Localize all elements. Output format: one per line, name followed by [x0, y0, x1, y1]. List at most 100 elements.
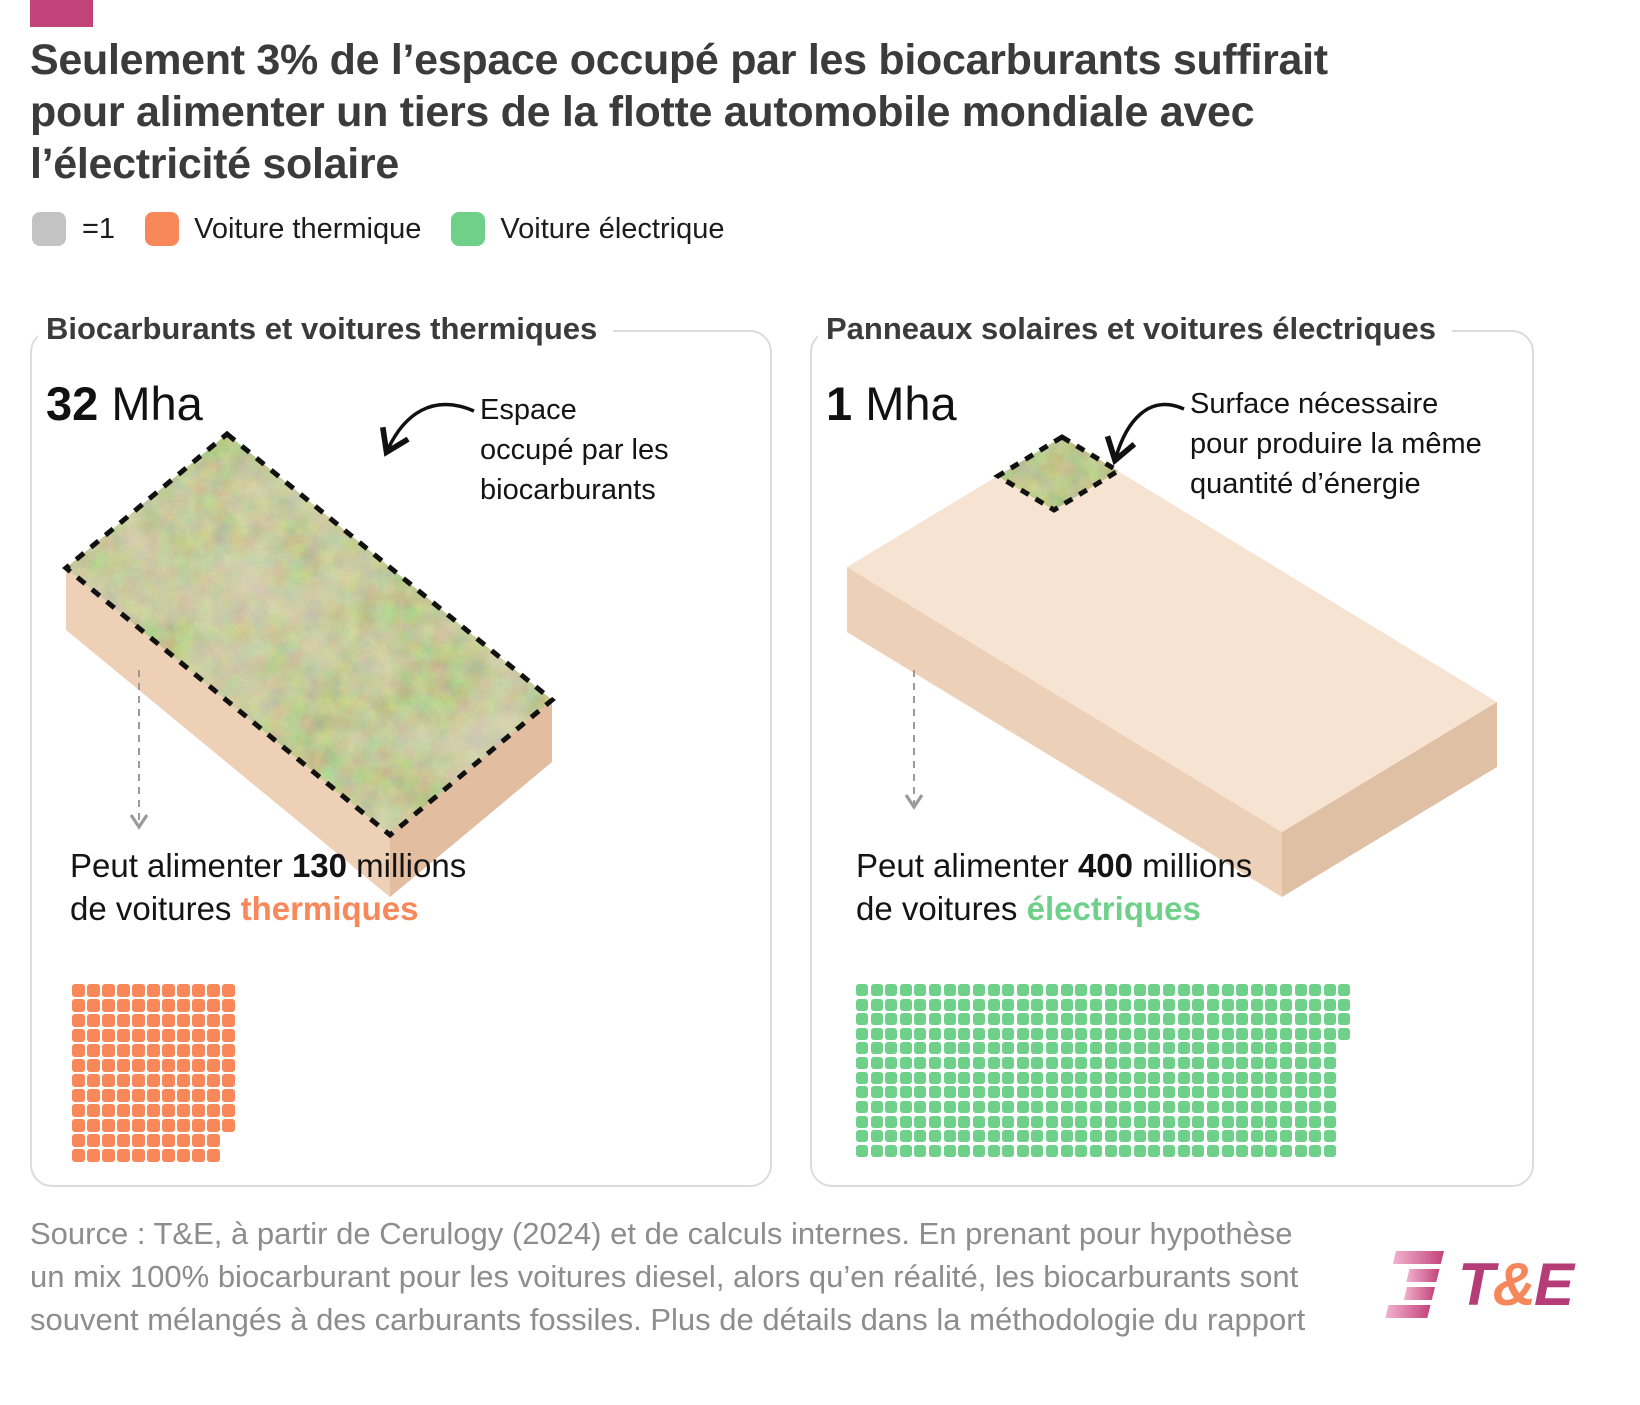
waffle-cell	[1060, 1100, 1073, 1113]
waffle-cell	[1294, 1115, 1307, 1128]
panel-solaire-annotation: Surface nécessaire pour produire la même…	[1190, 384, 1490, 504]
waffle-cell	[147, 1089, 160, 1102]
waffle-cell	[1338, 998, 1351, 1011]
waffle-cell	[870, 1115, 883, 1128]
waffle-cell	[929, 1086, 942, 1099]
waffle-cell	[1089, 1027, 1102, 1040]
waffle-cell	[1177, 1057, 1190, 1070]
waffle-cell	[870, 1013, 883, 1026]
waffle-cell	[147, 984, 160, 997]
legend-thermique-swatch	[145, 212, 180, 246]
waffle-cell	[117, 1014, 130, 1027]
waffle-cell	[132, 1074, 145, 1087]
waffle-cell	[222, 1029, 235, 1042]
caption-value: 400	[1077, 847, 1134, 884]
waffle-cell	[1206, 1100, 1219, 1113]
waffle-cell	[1163, 1042, 1176, 1055]
waffle-cell	[1236, 1042, 1249, 1055]
panel-biocarburants-caption: Peut alimenter 130 millions de voitures …	[70, 844, 466, 930]
legend-electrique-swatch	[451, 212, 486, 246]
waffle-cell	[87, 1074, 100, 1087]
waffle-cell	[1031, 1086, 1044, 1099]
waffle-cell	[1002, 1071, 1015, 1084]
waffle-cell	[1163, 1057, 1176, 1070]
waffle-cell	[1060, 1071, 1073, 1084]
waffle-cell	[1192, 1057, 1205, 1070]
waffle-cell	[1031, 1144, 1044, 1157]
waffle-cell	[914, 1071, 927, 1084]
waffle-cell	[1133, 984, 1146, 996]
waffle-cell	[1075, 1027, 1088, 1040]
waffle-cell	[1119, 984, 1132, 996]
waffle-cell	[972, 1042, 985, 1055]
waffle-cell	[1265, 998, 1278, 1011]
waffle-cell	[943, 998, 956, 1011]
panel-solaire-caption: Peut alimenter 400 millions de voitures …	[856, 844, 1252, 930]
waffle-cell	[1177, 998, 1190, 1011]
waffle-cell	[177, 1059, 190, 1072]
waffle-cell	[987, 1115, 1000, 1128]
waffle-cell	[1148, 1100, 1161, 1113]
waffle-cell	[929, 1027, 942, 1040]
waffle-cell	[192, 984, 205, 997]
waffle-cell	[1323, 1013, 1336, 1026]
waffle-cell	[870, 1144, 883, 1157]
waffle-cell	[177, 1089, 190, 1102]
waffle-cell	[958, 1071, 971, 1084]
waffle-cell	[87, 1014, 100, 1027]
waffle-cell	[192, 1059, 205, 1072]
waffle-cell	[1075, 1042, 1088, 1055]
waffle-cell	[87, 1149, 100, 1162]
waffle-cell	[1177, 1144, 1190, 1157]
waffle-cell	[1119, 1071, 1132, 1084]
waffle-cell	[1309, 1013, 1322, 1026]
waffle-cell	[207, 1044, 220, 1057]
waffle-cell	[1279, 1071, 1292, 1084]
waffle-cell	[1002, 1100, 1015, 1113]
waffle-cell	[1031, 998, 1044, 1011]
waffle-cell	[1221, 1013, 1234, 1026]
waffle-cell	[1031, 1042, 1044, 1055]
waffle-cell	[1265, 984, 1278, 996]
waffle-cell	[885, 984, 898, 996]
waffle-cell	[1279, 1130, 1292, 1143]
waffle-cell	[147, 1074, 160, 1087]
waffle-cell	[972, 1144, 985, 1157]
waffle-cell	[1133, 1013, 1146, 1026]
waffle-cell	[1177, 1086, 1190, 1099]
caption-line2-prefix: de voitures	[856, 890, 1027, 927]
waffle-cell	[1221, 984, 1234, 996]
waffle-cell	[1279, 984, 1292, 996]
waffle-cell	[192, 1149, 205, 1162]
waffle-cell	[207, 1104, 220, 1117]
waffle-cell	[192, 1134, 205, 1147]
waffle-cell	[958, 1130, 971, 1143]
waffle-cell	[885, 1100, 898, 1113]
waffle-cell	[1119, 1130, 1132, 1143]
waffle-cell	[1192, 1100, 1205, 1113]
waffle-cell	[1221, 1086, 1234, 1099]
waffle-cell	[899, 998, 912, 1011]
waffle-cell	[1265, 1086, 1278, 1099]
waffle-cell	[102, 1044, 115, 1057]
waffle-cell	[987, 998, 1000, 1011]
waffle-cell	[929, 1115, 942, 1128]
waffle-cell	[1309, 1071, 1322, 1084]
waffle-cell	[87, 1044, 100, 1057]
waffle-cell	[72, 1119, 85, 1132]
page-title: Seulement 3% de l’espace occupé par les …	[30, 34, 1590, 190]
waffle-cell	[1075, 1144, 1088, 1157]
waffle-cell	[972, 1115, 985, 1128]
waffle-cell	[1265, 1071, 1278, 1084]
waffle-cell	[1250, 1057, 1263, 1070]
waffle-cell	[1148, 1027, 1161, 1040]
waffle-cell	[117, 1149, 130, 1162]
waffle-cell	[1323, 1057, 1336, 1070]
waffle-cell	[1133, 1100, 1146, 1113]
waffle-cell	[1002, 1086, 1015, 1099]
waffle-cell	[914, 1144, 927, 1157]
waffle-cell	[1046, 1071, 1059, 1084]
caption-line-2: de voitures thermiques	[70, 887, 466, 930]
waffle-cell	[1016, 984, 1029, 996]
waffle-cell	[929, 1130, 942, 1143]
